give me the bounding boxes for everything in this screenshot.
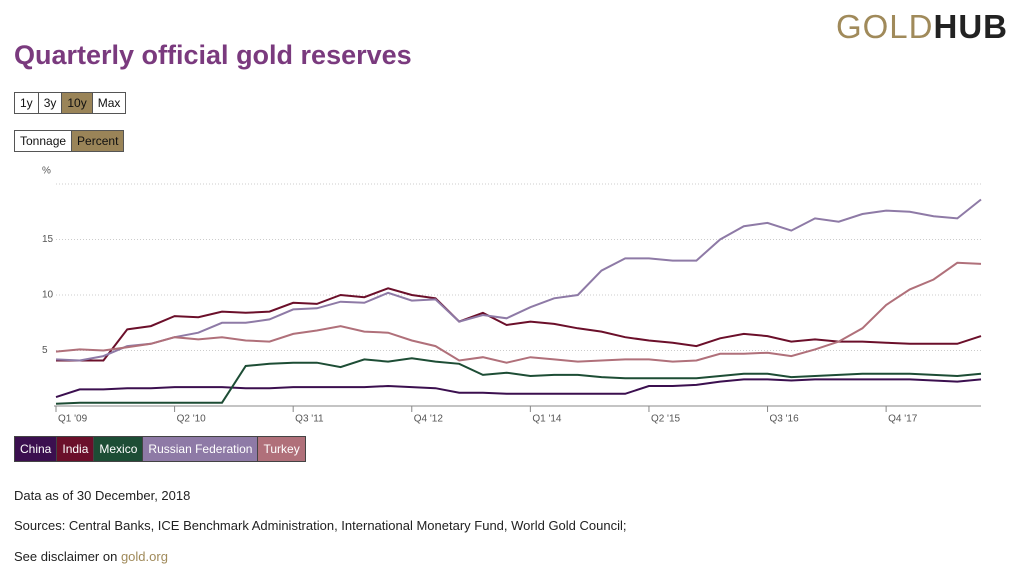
range-button[interactable]: 10y	[61, 92, 93, 114]
unit-button[interactable]: Tonnage	[14, 130, 73, 152]
as-of: Data as of 30 December, 2018	[14, 488, 191, 503]
link[interactable]: gold.org	[120, 549, 168, 564]
unit-buttons: Tonnage Percent	[14, 130, 125, 152]
x-tick-label: Q4 '12	[414, 414, 444, 425]
sources: Sources: Central Banks, ICE Benchmark Ad…	[14, 518, 627, 533]
x-tick-label: Q2 '15	[651, 414, 681, 425]
x-tick-label: Q3 '16	[770, 414, 800, 425]
range-buttons: 1y 3y 10y Max	[14, 92, 127, 114]
chart-title: Quarterly official gold reserves	[14, 40, 412, 70]
disclaimer-text: See disclaimer on	[14, 549, 118, 564]
legend-item[interactable]: Turkey	[257, 436, 306, 462]
unit-button[interactable]: Percent	[71, 130, 125, 152]
series-line	[55, 378, 982, 399]
series-line	[55, 357, 982, 405]
legend-item[interactable]: India	[56, 436, 95, 462]
legend-item[interactable]: China	[14, 436, 58, 462]
y-tick-label: 10	[42, 290, 54, 301]
logo: GOLDHUB	[836, 8, 1008, 46]
series-line	[56, 287, 982, 362]
x-tick-label: Q3 '11	[295, 414, 324, 425]
legend-item[interactable]: Russian Federation	[142, 436, 259, 462]
x-tick-label: Q1 '09	[58, 414, 88, 425]
x-tick-label: Q4 '17	[888, 414, 918, 425]
legend: China India Mexico Russian Federation Turkey	[14, 436, 306, 462]
y-tick-label: 5	[42, 345, 48, 356]
series-line	[55, 261, 982, 364]
logo-hub: HUB	[933, 8, 1008, 45]
series-line	[55, 198, 982, 362]
chart: 5 10 15% Q1 '09 Q2 '10 Q3 '11 Q4 '12 Q1 '14 Q2 '…	[42, 166, 982, 425]
y-tick-label: %	[42, 166, 51, 177]
range-button[interactable]: 3y	[37, 92, 63, 114]
disclaimer: See disclaimer on gold.org	[14, 549, 168, 564]
x-tick-label: Q1 '14	[532, 414, 562, 425]
range-button[interactable]: Max	[91, 92, 127, 114]
legend-item[interactable]: Mexico	[93, 436, 144, 462]
x-tick-label: Q2 '10	[177, 414, 207, 425]
logo-gold: GOLD	[835, 8, 934, 45]
y-tick-label: 15	[42, 234, 54, 245]
